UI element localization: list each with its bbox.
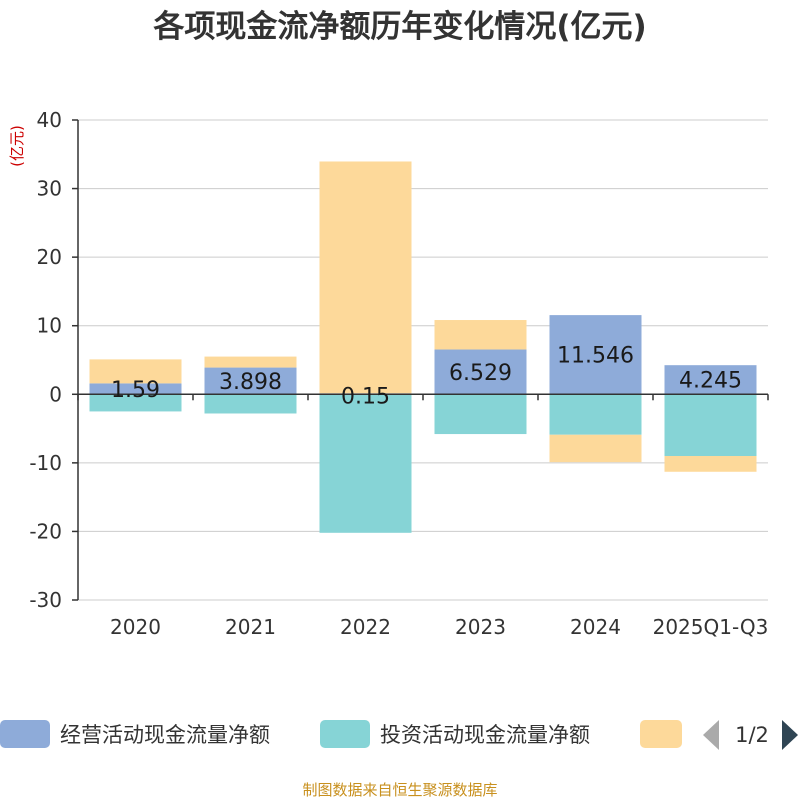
x-tick-label: 2024 — [570, 615, 621, 639]
bar-investing[interactable] — [434, 394, 527, 435]
legend-page-indicator: 1/2 — [735, 723, 769, 747]
data-label: 1.59 — [111, 378, 160, 403]
legend: 经营活动现金流量净额 投资活动现金流量净额 1/2 — [0, 720, 798, 750]
data-label: 11.546 — [557, 344, 634, 369]
data-labels: 1.59 3.898 0.15 6.529 11.546 4.245 — [111, 344, 742, 410]
y-tick-label: 30 — [37, 177, 62, 201]
bar-operating[interactable] — [204, 367, 297, 395]
y-tick-label: -10 — [29, 451, 62, 475]
x-tick-label: 2025Q1-Q3 — [653, 615, 769, 639]
bar-investing[interactable] — [204, 394, 297, 414]
y-tick-label: -30 — [29, 588, 62, 612]
y-tick-label: 40 — [37, 108, 62, 132]
y-tick-label: 10 — [37, 314, 62, 338]
y-tick-label: 0 — [49, 382, 62, 406]
x-tick-label: 2020 — [110, 615, 161, 639]
legend-item-investing[interactable]: 投资活动现金流量净额 — [320, 720, 590, 748]
legend-next-page-icon[interactable] — [782, 720, 798, 750]
axes — [72, 119, 769, 601]
bar-operating[interactable] — [434, 349, 527, 395]
legend-prev-page-icon[interactable] — [703, 720, 719, 750]
legend-item-operating[interactable]: 经营活动现金流量净额 — [0, 720, 270, 748]
bar-operating[interactable] — [549, 315, 642, 395]
bar-financing[interactable] — [664, 456, 757, 472]
bar-financing[interactable] — [89, 359, 182, 384]
bar-financing[interactable] — [549, 434, 642, 463]
data-label: 6.529 — [449, 361, 512, 386]
y-tick-label: 20 — [37, 245, 62, 269]
y-axis-unit: (亿元) — [8, 125, 26, 167]
data-label: 4.245 — [679, 369, 742, 394]
x-tick-label: 2022 — [340, 615, 391, 639]
y-tick-labels: 40 30 20 10 0 -10 -20 -30 — [29, 108, 62, 612]
bar-financing[interactable] — [319, 161, 412, 394]
data-source: 制图数据来自恒生聚源数据库 — [302, 781, 497, 799]
legend-swatch-investing — [320, 720, 370, 748]
legend-item-financing[interactable] — [640, 720, 682, 748]
legend-swatch-operating — [0, 720, 50, 748]
legend-swatch-financing — [640, 720, 682, 748]
bar-investing[interactable] — [664, 394, 757, 456]
data-label: 3.898 — [219, 370, 282, 395]
bar-financing[interactable] — [204, 356, 297, 368]
grid-lines — [78, 119, 768, 601]
bars — [89, 161, 757, 533]
legend-label-operating: 经营活动现金流量净额 — [60, 723, 270, 747]
legend-label-investing: 投资活动现金流量净额 — [380, 723, 590, 747]
y-tick-label: -20 — [29, 519, 62, 543]
bar-financing[interactable] — [434, 320, 527, 350]
x-tick-label: 2023 — [455, 615, 506, 639]
bar-investing[interactable] — [89, 394, 182, 412]
x-tick-label: 2021 — [225, 615, 276, 639]
data-label: 0.15 — [341, 384, 390, 409]
bar-operating[interactable] — [664, 365, 757, 395]
bar-operating[interactable] — [89, 383, 182, 395]
bar-investing[interactable] — [319, 394, 412, 533]
chart-title: 各项现金流净额历年变化情况(亿元) — [152, 9, 646, 45]
x-tick-labels: 2020 2021 2022 2023 2024 2025Q1-Q3 — [110, 615, 768, 639]
bar-investing[interactable] — [549, 394, 642, 435]
